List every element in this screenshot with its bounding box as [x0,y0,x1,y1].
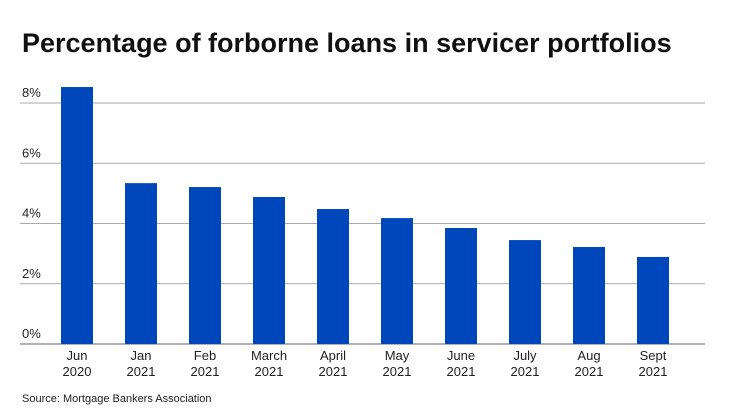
bar [125,183,157,344]
bar [573,246,605,344]
bar [381,218,413,344]
x-tick-label: Feb 2021 [190,348,220,379]
x-tick-label: May 2021 [382,348,412,379]
y-tick-label: 8% [22,85,41,100]
bar [253,196,285,344]
x-tick-label: Aug 2021 [574,348,604,379]
x-tick-label: Jan 2021 [126,348,156,379]
y-tick-label: 4% [22,206,41,221]
bar [317,209,349,344]
x-tick-label: Sept 2021 [638,348,668,379]
x-tick-label: July 2021 [510,348,540,379]
source-note: Source: Mortgage Bankers Association [22,393,212,405]
bar [445,228,477,344]
y-tick-label: 6% [22,145,41,160]
bar [61,87,93,344]
y-tick-label: 2% [22,266,41,281]
bar [637,256,669,344]
x-tick-label: April 2021 [318,348,348,379]
y-tick-label: 0% [22,326,41,341]
x-tick-label: March 2021 [250,348,288,379]
x-tick-label: June 2021 [446,348,476,379]
chart-title: Percentage of forborne loans in servicer… [22,28,672,58]
x-tick-label: Jun 2020 [62,348,92,379]
bar [189,187,221,344]
bar [509,240,541,344]
